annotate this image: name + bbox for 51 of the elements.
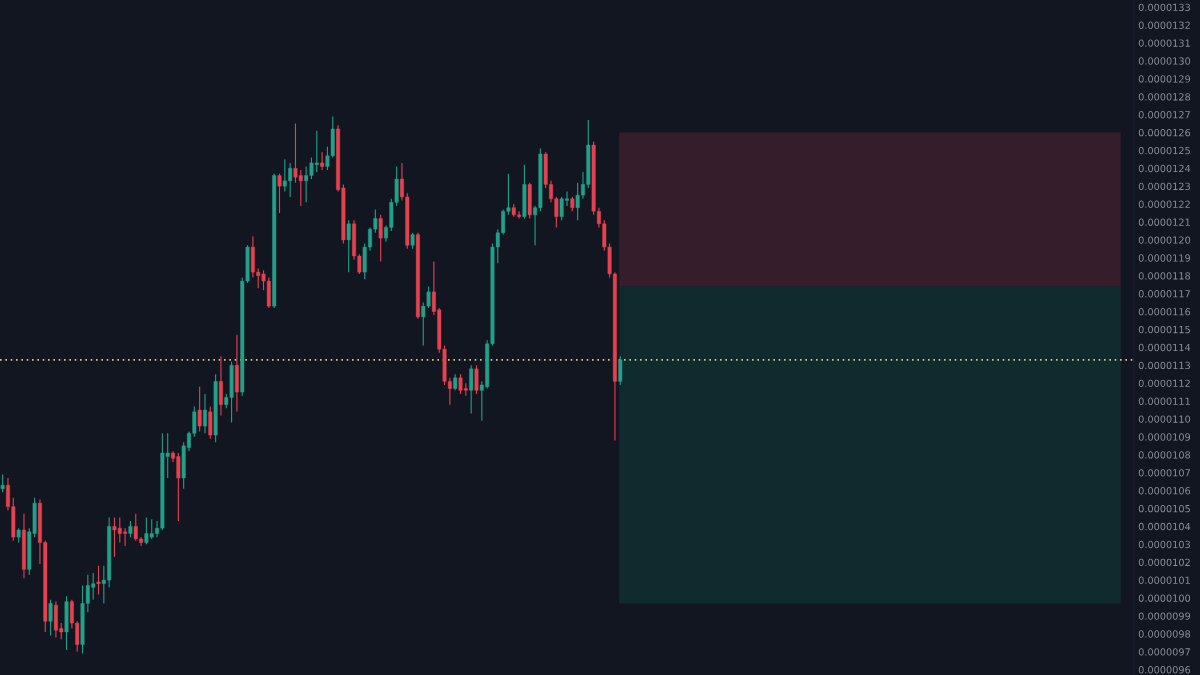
y-tick-label: 0.0000118: [1138, 272, 1191, 280]
candlestick: [474, 364, 479, 395]
candlestick: [469, 364, 474, 415]
y-tick-label: 0.0000127: [1138, 111, 1190, 119]
y-tick-label: 0.0000129: [1138, 75, 1191, 83]
y-tick-label: 0.0000110: [1138, 415, 1191, 423]
candlestick: [346, 219, 351, 273]
y-tick-label: 0.0000124: [1138, 164, 1191, 173]
y-tick-label: 0.0000132: [1138, 21, 1190, 29]
y-tick-label: 0.0000119: [1138, 254, 1191, 262]
y-tick-label: 0.0000107: [1138, 469, 1190, 477]
y-tick-label: 0.0000126: [1138, 128, 1191, 137]
candlestick: [218, 355, 223, 416]
y-tick-label: 0.0000097: [1138, 648, 1190, 656]
y-tick-label: 0.0000122: [1138, 200, 1190, 208]
y-tick-label: 0.0000098: [1138, 630, 1191, 638]
y-tick-label: 0.0000120: [1138, 236, 1191, 244]
y-tick-label: 0.0000100: [1138, 594, 1191, 602]
candlestick: [48, 599, 53, 637]
y-tick-label: 0.0000121: [1138, 218, 1190, 226]
y-tick-label: 0.0000106: [1138, 487, 1191, 495]
y-tick-label: 0.0000125: [1138, 146, 1190, 155]
y-tick-label: 0.0000116: [1138, 308, 1191, 316]
y-tick-label: 0.0000109: [1138, 433, 1191, 441]
y-tick-label: 0.0000111: [1138, 397, 1190, 405]
y-tick-label: 0.0000099: [1138, 612, 1191, 620]
y-tick-label: 0.0000112: [1138, 379, 1190, 387]
y-tick-label: 0.0000123: [1138, 182, 1190, 191]
y-tick-label: 0.0000096: [1138, 666, 1191, 674]
candlestick: [378, 214, 383, 262]
y-tick-label: 0.0000130: [1138, 57, 1191, 65]
y-tick-label: 0.0000133: [1138, 3, 1190, 11]
candlestick: [197, 386, 202, 433]
y-tick-label: 0.0000113: [1138, 361, 1190, 370]
y-tick-label: 0.0000115: [1138, 325, 1190, 334]
y-tick-label: 0.0000101: [1138, 576, 1190, 584]
candlestick: [618, 355, 623, 386]
y-tick-label: 0.0000131: [1138, 39, 1190, 47]
candlestick: [203, 393, 207, 434]
candlestick: [277, 173, 282, 214]
y-tick-label: 0.0000104: [1138, 522, 1191, 531]
y-tick-label: 0.0000117: [1138, 290, 1190, 298]
y-tick-label: 0.0000114: [1138, 343, 1191, 352]
y-tick-label: 0.0000102: [1138, 558, 1190, 567]
candlestick: [208, 405, 213, 440]
y-tick-label: 0.0000103: [1138, 540, 1190, 549]
y-tick-label: 0.0000105: [1138, 504, 1190, 513]
y-tick-label: 0.0000128: [1138, 93, 1191, 101]
candlestick: [96, 565, 101, 595]
y-tick-label: 0.0000108: [1138, 451, 1191, 459]
candlestick: [320, 151, 325, 171]
